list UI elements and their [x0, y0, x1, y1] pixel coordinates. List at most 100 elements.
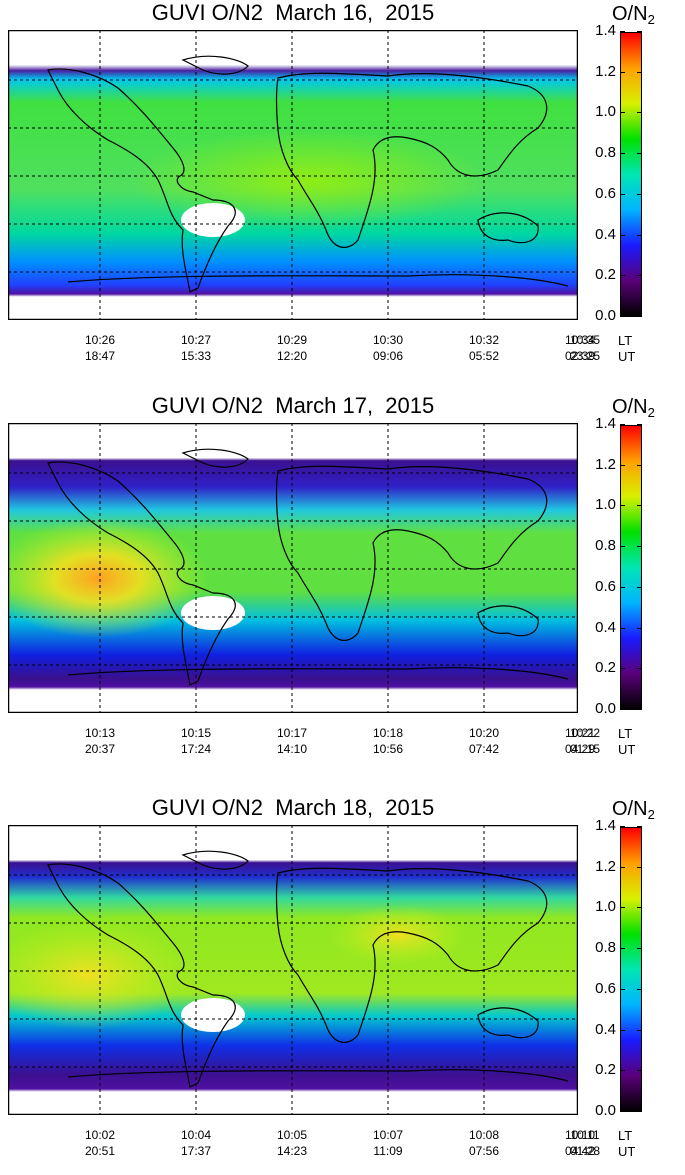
lt-time-label: 10:04 — [180, 1128, 212, 1142]
colorbar-title: O/N2 — [612, 3, 655, 27]
ut-time-label: 15:33 — [180, 349, 212, 363]
saa-mask — [181, 596, 245, 630]
colorbar-tick-mark — [620, 424, 625, 425]
lt-time-label: 10:30 — [372, 333, 404, 347]
colorbar-tick-mark — [637, 193, 642, 195]
colorbar-tick-mark — [620, 866, 625, 868]
colorbar-tick-label: 0.2 — [595, 266, 616, 284]
colorbar-tick-mark — [620, 668, 625, 670]
o-n2-map — [8, 423, 578, 713]
lt-time-label: 10:05 — [276, 1128, 308, 1142]
colorbar-tick-mark — [620, 71, 625, 73]
colorbar-tick-label: 0.6 — [595, 184, 616, 202]
lt-time-label: 10:07 — [372, 1128, 404, 1142]
lt-time-label: 10:27 — [180, 333, 212, 347]
panel-march-16: GUVI O/N2 March 16, 2015 — [0, 0, 685, 380]
colorbar — [620, 425, 642, 710]
colorbar-tick-mark — [620, 112, 625, 114]
colorbar-tick-label: 0.4 — [595, 1020, 616, 1038]
coastlines — [47, 448, 569, 686]
lt-time-label: 10:08 — [468, 1128, 500, 1142]
colorbar-tick-label: 0.8 — [595, 144, 616, 162]
lt-time-label: 10:34 — [564, 333, 596, 347]
colorbar-tick-label: 0.6 — [595, 577, 616, 595]
colorbar-title: O/N2 — [612, 396, 655, 420]
o-n2-map — [8, 30, 578, 320]
colorbar-tick-mark — [637, 1029, 642, 1031]
ut-time-label: 04:29 — [564, 742, 596, 756]
colorbar-title: O/N2 — [612, 798, 655, 822]
colorbar-tick-mark — [637, 275, 642, 277]
colorbar-tick-mark — [637, 709, 642, 710]
ut-time-label: 11:09 — [373, 1144, 403, 1158]
colorbar-tick-label: 1.4 — [595, 415, 616, 432]
ut-time-label: 05:52 — [468, 349, 500, 363]
colorbar-tick-mark — [620, 1111, 625, 1112]
colorbar — [620, 32, 642, 317]
ut-time-label: 02:39 — [564, 349, 596, 363]
ut-time-label: 09:06 — [372, 349, 404, 363]
ut-time-label: 23:25 — [569, 349, 601, 363]
colorbar-tick-mark — [637, 546, 642, 548]
high-region — [8, 518, 208, 638]
colorbar-tick-mark — [637, 866, 642, 868]
colorbar-tick-mark — [637, 112, 642, 114]
colorbar-tick-label: 0.4 — [595, 225, 616, 243]
lt-time-label: 10:21 — [564, 726, 596, 740]
colorbar-tick-mark — [637, 234, 642, 236]
colorbar-tick-mark — [637, 505, 642, 507]
colorbar-tick-mark — [620, 948, 625, 950]
colorbar-tick-mark — [637, 1070, 642, 1072]
colorbar-tick-label: 0.0 — [595, 307, 616, 324]
lt-time-label: 10:17 — [276, 726, 308, 740]
colorbar-tick-mark — [620, 505, 625, 507]
lt-time-label: 10:29 — [276, 333, 308, 347]
saa-mask — [181, 203, 245, 237]
lt-time-label: 10:15 — [180, 726, 212, 740]
lt-time-label: 10:18 — [372, 726, 404, 740]
ut-label: UT — [618, 1144, 636, 1159]
ut-time-label: 01:28 — [569, 1144, 601, 1158]
colorbar-tick-mark — [620, 546, 625, 548]
high-region — [8, 920, 188, 1030]
colorbar-tick-label: 0.8 — [595, 537, 616, 555]
colorbar-tick-mark — [620, 988, 625, 990]
colorbar-tick-label: 1.2 — [595, 857, 616, 875]
colorbar-tick-mark — [637, 668, 642, 670]
high-region — [128, 130, 488, 230]
ut-label: UT — [618, 742, 636, 757]
colorbar-tick-mark — [637, 153, 642, 155]
colorbar-tick-label: 0.2 — [595, 659, 616, 677]
colorbar-tick-mark — [620, 586, 625, 588]
colorbar-tick-mark — [637, 316, 642, 317]
colorbar-tick-mark — [620, 153, 625, 155]
ut-time-label: 07:56 — [468, 1144, 500, 1158]
colorbar-tick-label: 0.6 — [595, 979, 616, 997]
colorbar-tick-label: 1.2 — [595, 62, 616, 80]
lt-time-label: 10:13 — [84, 726, 116, 740]
colorbar-tick-mark — [637, 464, 642, 466]
colorbar-tick-label: 1.0 — [595, 103, 616, 121]
ut-time-label: 20:37 — [84, 742, 116, 756]
lt-time-label: 10:26 — [84, 333, 116, 347]
high-region-asia — [328, 905, 468, 965]
colorbar-tick-mark — [620, 193, 625, 195]
o-n2-map — [8, 825, 578, 1115]
colorbar-tick-mark — [620, 627, 625, 629]
colorbar-tick-mark — [637, 31, 642, 32]
lt-label: LT — [618, 726, 633, 741]
colorbar-tick-mark — [620, 31, 625, 32]
lt-label: LT — [618, 333, 633, 348]
ut-time-label: 07:42 — [468, 742, 500, 756]
lt-time-label: 10:22 — [569, 726, 601, 740]
colorbar-tick-mark — [620, 1029, 625, 1031]
panel-march-17: GUVI O/N2 March 17, 2015 — [0, 393, 685, 773]
coastlines — [47, 850, 569, 1088]
ut-time-label: 17:24 — [180, 742, 212, 756]
colorbar-tick-mark — [637, 948, 642, 950]
lt-time-label: 10:32 — [468, 333, 500, 347]
colorbar-tick-label: 1.4 — [595, 22, 616, 39]
ut-time-label: 01:15 — [569, 742, 601, 756]
panel-title: GUVI O/N2 March 17, 2015 — [151, 393, 435, 418]
colorbar-tick-mark — [620, 234, 625, 236]
